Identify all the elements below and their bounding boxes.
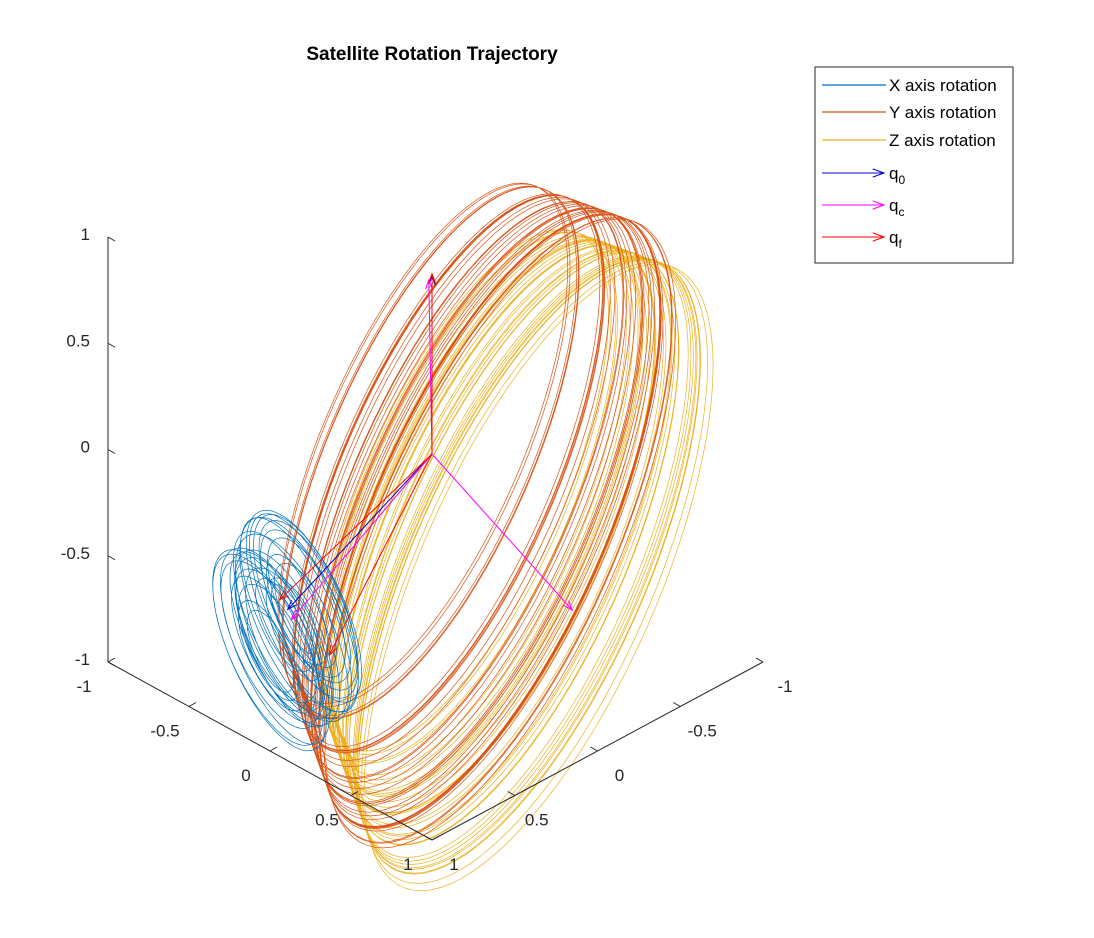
quiver-arrow-1-0 [290,453,433,621]
legend-arrow-icon [822,200,886,210]
quiver-arrow-1-2 [428,279,433,455]
legend[interactable]: X axis rotation Y axis rotation Z axis r… [814,66,1014,264]
x-tick [188,702,197,707]
arrow-head [872,168,886,178]
arrow-head [278,590,289,601]
legend-label: qc [889,196,904,219]
z-tick [107,555,116,561]
x-tick [350,791,359,796]
x-tick-label: -0.5 [150,722,179,741]
quiver-group [278,272,574,657]
arrow-head [328,645,337,657]
z-tick-label: 1 [81,225,90,244]
z-tick-label: 0 [81,438,90,457]
chart-title: Satellite Rotation Trajectory [306,44,558,65]
x-tick [431,835,440,841]
arrow-head [872,200,886,210]
legend-arrow-icon [822,232,886,242]
y-tick-label: 0.5 [525,811,549,830]
arrow-head [290,610,301,621]
legend-entry-qc[interactable]: qc [822,196,904,219]
quiver-arrow-0-0 [287,453,433,610]
z-tick-label: -0.5 [61,544,90,563]
y-tick [590,746,598,752]
legend-entry-y-rotation[interactable]: Y axis rotation [822,103,996,122]
x-tick-label: 0.5 [315,811,339,830]
quiver-arrow-2-0 [279,453,433,601]
legend-label: Y axis rotation [889,103,996,122]
legend-entry-q0[interactable]: q0 [822,164,905,187]
z-tick [107,449,116,454]
legend-entry-z-rotation[interactable]: Z axis rotation [822,131,996,150]
x-tick-label: 0 [241,766,250,785]
y-tick [507,791,515,796]
legend-label: Z axis rotation [889,131,996,150]
legend-box [814,66,1014,264]
z-tick-label: 0.5 [66,331,90,350]
x-tick [269,746,278,752]
series-line-x-rotation [212,509,362,752]
legend-entry-qf[interactable]: qf [822,228,902,251]
trajectory-group [212,182,714,892]
legend-entry-x-rotation[interactable]: X axis rotation [822,76,997,95]
arrow-head [428,272,436,284]
z-tick-label: -1 [75,650,90,669]
x-tick [107,657,116,663]
legend-label: qf [889,228,902,251]
arrow-head [563,600,574,612]
arrow-head [425,278,433,290]
y-tick-label: -0.5 [688,722,717,741]
y-tick [755,657,764,663]
series-line-z-rotation [317,228,714,892]
legend-arrow-icon [822,168,886,178]
quiver-arrow-2-1 [328,453,433,656]
z-tick [107,661,116,667]
series-line-y-rotation [277,182,677,849]
z-tick [107,342,116,348]
legend-label: X axis rotation [889,76,997,95]
axes-group: -1 -0.5 0 0.5 1 -1 -0.5 0 0.5 1 1 0.5 0 -0.5 -1 [61,225,793,874]
legend-label: q0 [889,164,905,187]
y-tick-label: -1 [777,677,792,696]
arrow-head [286,599,297,611]
y-tick [424,835,433,841]
quiver-arrow-1-1 [431,453,573,611]
y-tick [673,702,681,707]
y-tick-label: 0 [615,766,624,785]
y-tick-label: 1 [449,855,458,874]
x-tick-label: -1 [76,677,91,696]
x-tick-label: 1 [403,855,412,874]
arrow-head [872,232,886,242]
z-tick [107,236,116,242]
